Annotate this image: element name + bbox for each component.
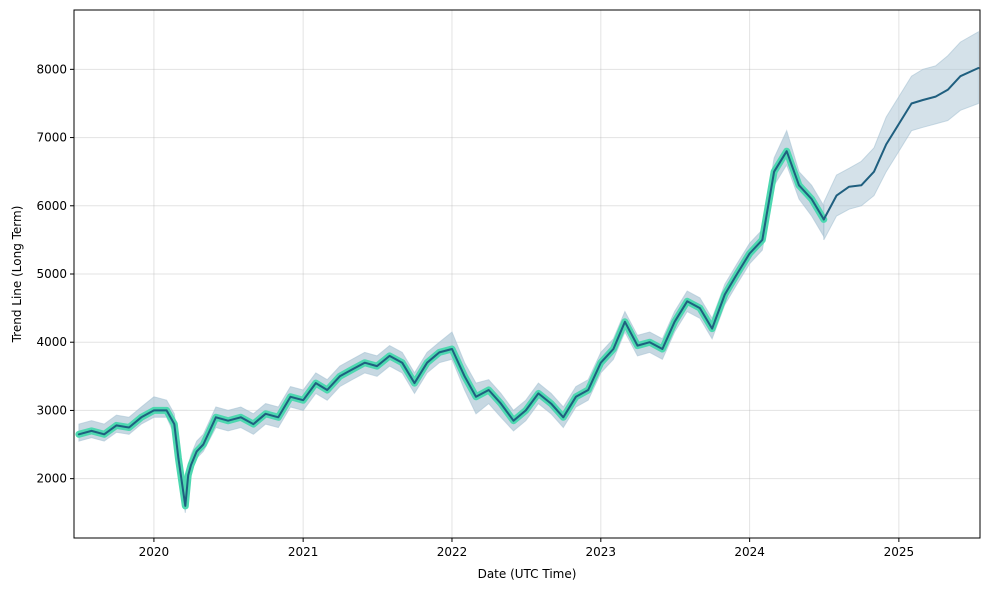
- y-axis-label: Trend Line (Long Term): [10, 206, 24, 344]
- x-axis-ticks: 2020 2021 2022 2023 2024 2025: [139, 538, 914, 559]
- y-tick-label: 4000: [36, 335, 67, 349]
- y-tick-label: 2000: [36, 472, 67, 486]
- y-tick-label: 7000: [36, 131, 67, 145]
- y-tick-label: 3000: [36, 403, 67, 417]
- x-tick-label: 2022: [437, 545, 468, 559]
- y-tick-label: 6000: [36, 199, 67, 213]
- x-axis-label: Date (UTC Time): [478, 567, 577, 581]
- x-tick-label: 2023: [586, 545, 617, 559]
- forecast-trend-line: [822, 67, 980, 221]
- x-tick-label: 2024: [734, 545, 765, 559]
- x-tick-label: 2025: [884, 545, 915, 559]
- trend-lines: [75, 67, 980, 510]
- x-tick-label: 2020: [139, 545, 170, 559]
- y-axis-ticks: 2000 3000 4000 5000 6000 7000 8000: [36, 62, 74, 486]
- historical-trend-line: [77, 150, 825, 507]
- y-tick-label: 8000: [36, 62, 67, 76]
- plot-background: [74, 10, 980, 538]
- forecast-uncertainty-band: [823, 30, 979, 241]
- y-tick-label: 5000: [36, 267, 67, 281]
- x-tick-label: 2021: [288, 545, 319, 559]
